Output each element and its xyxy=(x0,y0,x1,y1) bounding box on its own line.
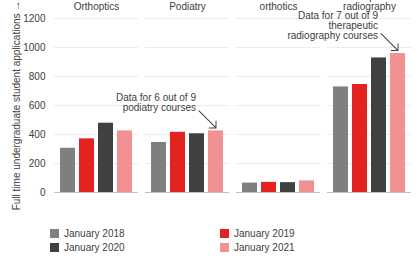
svg-text:0: 0 xyxy=(40,187,46,198)
svg-text:1200: 1200 xyxy=(23,13,46,24)
svg-text:Orthoptics: Orthoptics xyxy=(74,1,120,12)
svg-text:600: 600 xyxy=(29,100,46,111)
html-text:January 2020: January 2020 xyxy=(64,242,125,253)
svg-text:Podiatry: Podiatry xyxy=(169,1,206,12)
html-text:January 2018: January 2018 xyxy=(64,228,125,239)
html-text:January 2019: January 2019 xyxy=(234,228,295,239)
svg-text:1000: 1000 xyxy=(23,42,46,53)
html-text:January 2021: January 2021 xyxy=(234,242,295,253)
svg-text:Data for 7 out of 9therapeutic: Data for 7 out of 9therapeuticradiograph… xyxy=(287,10,378,41)
svg-text:Full time undergraduate studen: Full time undergraduate student applicat… xyxy=(11,1,22,211)
svg-text:200: 200 xyxy=(29,158,46,169)
svg-text:Data for 6 out of 9podiatry co: Data for 6 out of 9podiatry courses xyxy=(116,92,196,113)
svg-text:800: 800 xyxy=(29,71,46,82)
svg-text:400: 400 xyxy=(29,129,46,140)
